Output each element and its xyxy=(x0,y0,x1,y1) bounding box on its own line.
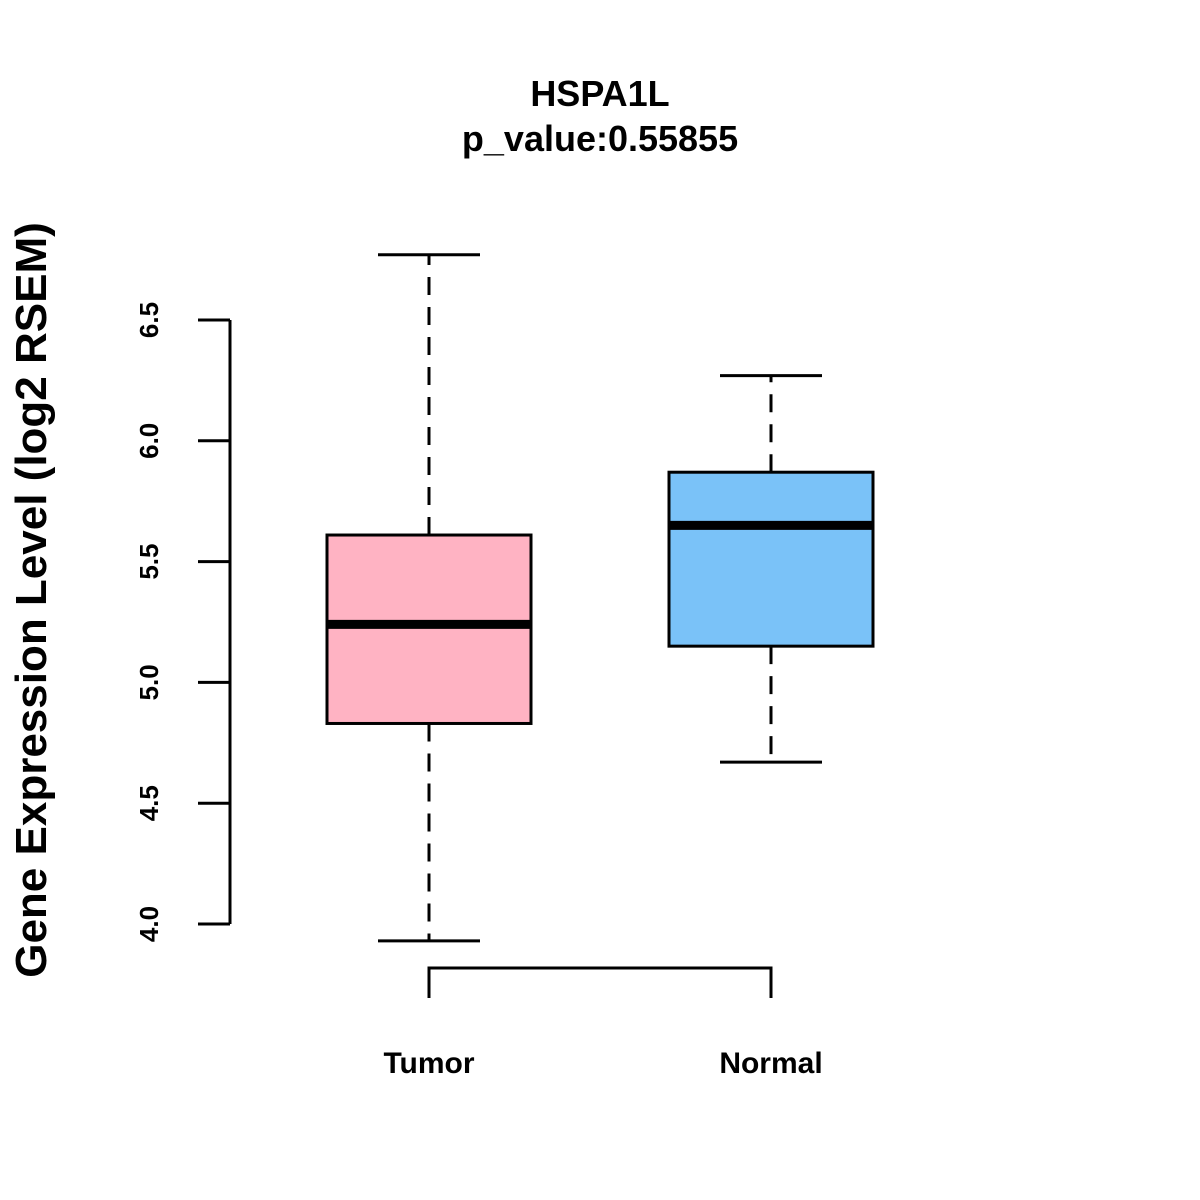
box-normal xyxy=(667,374,875,764)
y-tick-label: 6.0 xyxy=(134,423,164,459)
y-tick-label: 4.0 xyxy=(134,906,164,942)
y-tick-label: 5.5 xyxy=(134,544,164,580)
boxes xyxy=(325,253,875,943)
chart-title: HSPA1L xyxy=(530,73,669,114)
y-tick-label: 5.0 xyxy=(134,664,164,700)
y-axis-label: Gene Expression Level (log2 RSEM) xyxy=(7,222,56,978)
x-tick-label-normal: Normal xyxy=(719,1047,822,1080)
y-axis: 4.0 4.5 5.0 5.5 6.0 6.5 xyxy=(134,302,232,942)
x-axis: Tumor Normal xyxy=(383,966,823,1080)
interquartile-box xyxy=(325,533,533,725)
x-tick-label-tumor: Tumor xyxy=(383,1047,474,1080)
interquartile-box xyxy=(667,470,875,648)
y-tick-label: 6.5 xyxy=(134,302,164,338)
chart-subtitle: p_value:0.55855 xyxy=(462,118,738,159)
y-tick-label: 4.5 xyxy=(134,785,164,821)
box-tumor xyxy=(325,253,533,943)
